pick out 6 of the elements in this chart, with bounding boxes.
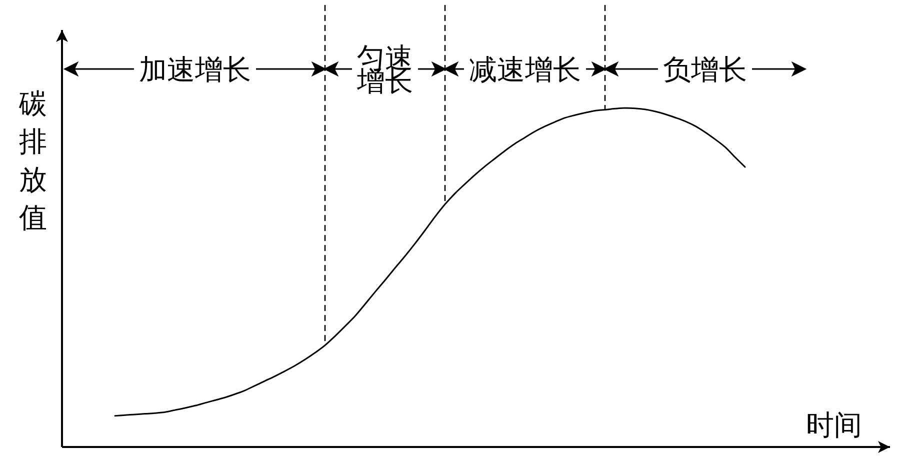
y-axis-title: 碳排放值 [18,86,47,234]
text: 匀速增长 [356,41,413,97]
x-axis-title: 时间 [806,408,862,442]
text: 加速增长 [139,52,251,86]
text: 减速增长 [469,52,581,86]
text: 负增长 [663,52,747,86]
